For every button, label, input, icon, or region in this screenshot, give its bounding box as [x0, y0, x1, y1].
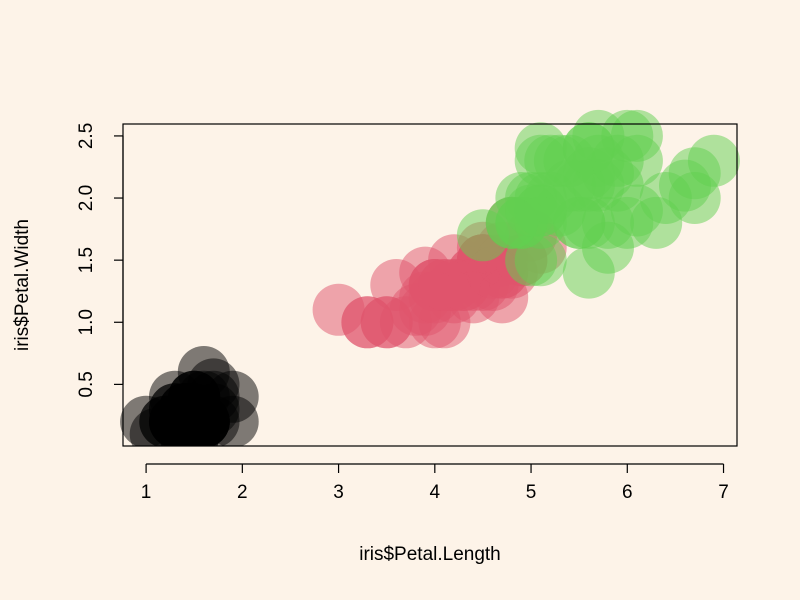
x-tick-label: 5: [526, 482, 537, 503]
x-axis-title: iris$Petal.Length: [359, 544, 501, 565]
y-axis-title: iris$Petal.Width: [12, 219, 33, 351]
y-tick-label: 1.0: [76, 309, 97, 335]
x-axis: 1 2 3 4 5 6 7: [141, 463, 729, 503]
x-tick-label: 3: [333, 482, 344, 503]
y-tick-label: 2.0: [76, 185, 97, 211]
data-point: [514, 234, 567, 287]
series-3: [456, 109, 740, 299]
x-tick-label: 2: [237, 482, 248, 503]
data-point: [418, 259, 471, 311]
y-tick-label: 1.5: [76, 247, 97, 273]
data-point: [158, 395, 211, 446]
data-point: [514, 196, 567, 249]
series-1: [120, 346, 259, 446]
x-tick-label: 1: [141, 482, 152, 503]
y-tick-label: 0.5: [76, 371, 97, 397]
x-tick-label: 4: [430, 482, 441, 503]
data-point: [312, 283, 365, 336]
x-tick-label: 6: [622, 482, 633, 503]
x-tick-label: 7: [718, 482, 729, 503]
y-axis: 0.5 1.0 1.5 2.0 2.5: [76, 123, 124, 398]
data-points: [120, 109, 740, 446]
y-tick-label: 2.5: [76, 123, 97, 149]
data-point: [543, 134, 596, 187]
data-point: [639, 172, 692, 224]
data-point: [562, 246, 615, 299]
